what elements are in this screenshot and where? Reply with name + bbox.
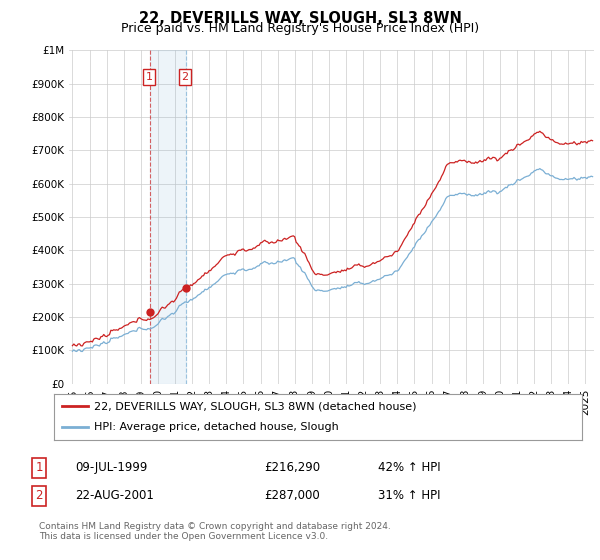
Text: 09-JUL-1999: 09-JUL-1999 bbox=[75, 461, 148, 474]
Text: 2: 2 bbox=[35, 489, 43, 502]
Text: Contains HM Land Registry data © Crown copyright and database right 2024.
This d: Contains HM Land Registry data © Crown c… bbox=[39, 522, 391, 542]
Text: 22, DEVERILLS WAY, SLOUGH, SL3 8WN: 22, DEVERILLS WAY, SLOUGH, SL3 8WN bbox=[139, 11, 461, 26]
Text: 2: 2 bbox=[182, 72, 188, 82]
Text: 42% ↑ HPI: 42% ↑ HPI bbox=[378, 461, 440, 474]
Text: 22-AUG-2001: 22-AUG-2001 bbox=[75, 489, 154, 502]
Text: 31% ↑ HPI: 31% ↑ HPI bbox=[378, 489, 440, 502]
Text: £216,290: £216,290 bbox=[264, 461, 320, 474]
Text: 1: 1 bbox=[35, 461, 43, 474]
Text: Price paid vs. HM Land Registry's House Price Index (HPI): Price paid vs. HM Land Registry's House … bbox=[121, 22, 479, 35]
Text: 22, DEVERILLS WAY, SLOUGH, SL3 8WN (detached house): 22, DEVERILLS WAY, SLOUGH, SL3 8WN (deta… bbox=[94, 401, 416, 411]
Text: 1: 1 bbox=[145, 72, 152, 82]
Text: £287,000: £287,000 bbox=[264, 489, 320, 502]
Text: HPI: Average price, detached house, Slough: HPI: Average price, detached house, Slou… bbox=[94, 422, 338, 432]
Bar bbox=[150, 50, 186, 384]
